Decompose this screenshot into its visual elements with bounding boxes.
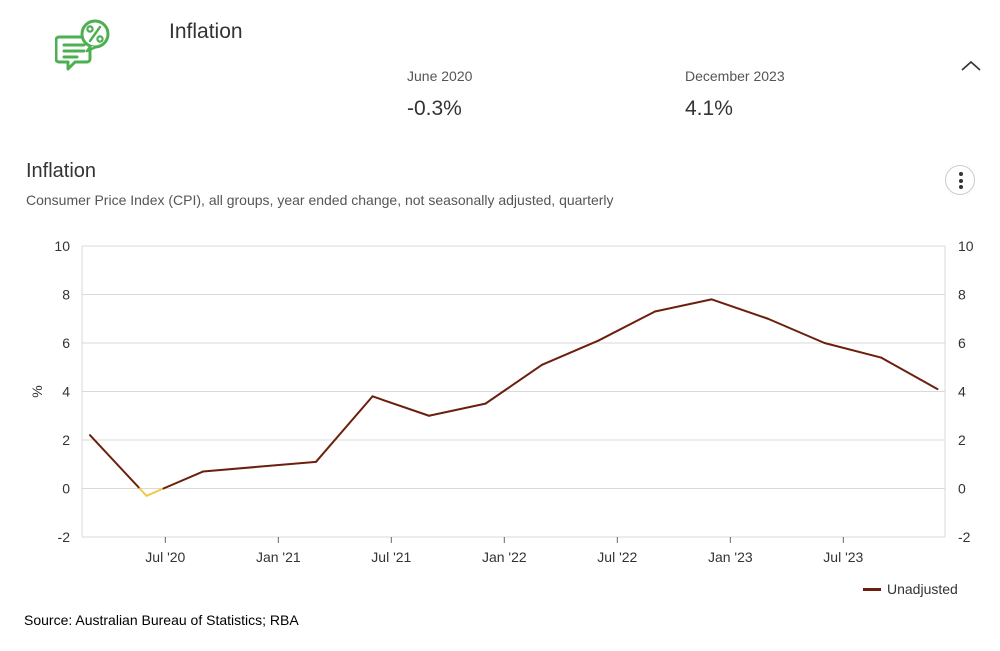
series-line-segment [202,465,261,473]
series-line-segment [428,402,487,417]
series-line-segment [145,487,165,497]
y-tick-label-left: 6 [62,335,70,351]
series-line-segment [823,342,882,359]
series-line-segment [371,395,430,417]
x-tick-label: Jul '22 [597,549,637,565]
source-note: Source: Australian Bureau of Statistics;… [24,612,299,628]
legend-label: Unadjusted [887,581,958,597]
chart-menu-button[interactable] [945,165,975,195]
y-tick-label-right: 6 [958,335,966,351]
y-axis-label: % [29,385,45,397]
y-tick-label-right: 8 [958,287,966,303]
series-line-segment [315,395,374,463]
series-line-segment [767,317,826,344]
legend-swatch [863,587,881,591]
y-tick-label-left: -2 [58,529,71,545]
dot-icon [958,178,963,183]
x-tick-label: Jan '21 [256,549,301,565]
series-line-segment [162,470,204,490]
stat-value-end: 4.1% [685,97,733,120]
dot-icon [958,185,963,189]
series-line-segment [89,434,141,490]
y-tick-label-right: 4 [958,384,966,400]
y-tick-label-right: 10 [958,238,974,254]
series-line-segment [541,339,600,366]
series-line-segment [484,363,543,405]
chart-subtitle: Consumer Price Index (CPI), all groups, … [26,192,614,208]
y-tick-label-right: -2 [958,529,971,545]
y-tick-label-left: 8 [62,287,70,303]
y-tick-label-right: 2 [958,432,966,448]
y-tick-label-left: 4 [62,384,70,400]
x-tick-label: Jul '20 [145,549,185,565]
series-line-segment [138,487,148,497]
y-tick-label-right: 0 [958,481,966,497]
x-tick-label: Jan '22 [482,549,527,565]
x-tick-label: Jan '23 [708,549,753,565]
chart-title: Inflation [26,160,97,182]
header-title: Inflation [169,20,243,43]
stat-value-start: -0.3% [407,97,462,120]
stat-label-end: December 2023 [685,68,785,84]
stat-label-start: June 2020 [407,68,473,84]
series-line-segment [258,460,317,468]
dot-icon [958,172,963,176]
series-line-segment [597,310,656,342]
y-tick-label-left: 2 [62,432,70,448]
x-tick-label: Jul '21 [371,549,411,565]
chevron-up-icon [961,60,981,71]
series-line-segment [654,298,713,313]
x-tick-label: Jul '23 [823,549,863,565]
y-tick-label-left: 10 [54,238,70,254]
series-line-segment [710,298,769,320]
percent-speech-bubble-icon [54,18,115,78]
series-line-segment [880,356,939,391]
y-tick-label-left: 0 [62,481,70,497]
collapse-button[interactable] [958,54,984,76]
legend-item-unadjusted[interactable]: Unadjusted [863,579,958,599]
